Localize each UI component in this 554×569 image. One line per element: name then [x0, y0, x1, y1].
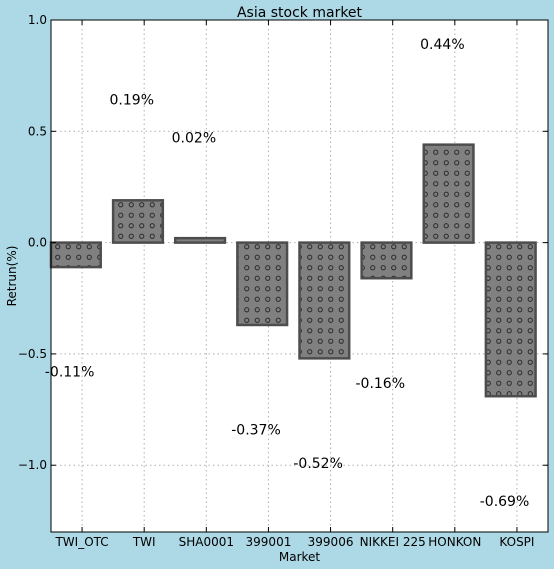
- x-tick-label: SHA0001: [179, 535, 234, 549]
- bar-hatch: [174, 236, 227, 244]
- bar-hatch: [360, 241, 413, 280]
- x-axis-label: Market: [279, 550, 321, 564]
- y-tick-label: 0.5: [28, 124, 47, 138]
- x-tick-label: TWI_OTC: [54, 535, 108, 549]
- bar-hatch: [484, 241, 537, 398]
- data-label: 0.44%: [420, 37, 464, 53]
- bar-hatch: [422, 143, 475, 244]
- data-label: -0.11%: [45, 365, 95, 381]
- bar-hatch: [298, 241, 351, 360]
- x-tick-label: KOSPI: [499, 535, 534, 549]
- data-label: -0.16%: [355, 376, 405, 392]
- bar-hatch: [111, 199, 165, 244]
- chart-title: Asia stock market: [237, 5, 363, 21]
- data-label: -0.52%: [293, 456, 343, 472]
- bar-hatch: [49, 241, 102, 269]
- y-tick-label: 1.0: [28, 13, 47, 27]
- x-tick-label: 399001: [246, 535, 292, 549]
- data-label: 0.02%: [172, 130, 216, 146]
- x-tick-label: HONKON: [428, 535, 481, 549]
- y-axis-label: Retrun(%): [5, 246, 19, 307]
- y-tick-label: 0.0: [28, 236, 47, 250]
- bar-hatch: [236, 241, 289, 327]
- data-labels: -0.11% 0.19% 0.02% -0.37% -0.52% -0.16% 0.44% -…: [45, 37, 529, 510]
- plot-frame: [50, 19, 549, 533]
- data-label: 0.19%: [110, 93, 154, 109]
- y-tick-label: −1.0: [18, 458, 47, 472]
- x-tick-label: NIKKEI 225: [360, 535, 426, 549]
- y-tick-label: −0.5: [18, 347, 47, 361]
- x-tick-label: 399006: [308, 535, 354, 549]
- x-tick-label: TWI: [132, 535, 156, 549]
- data-label: -0.37%: [231, 423, 281, 439]
- ticks: 1.0 0.5 0.0 −0.5 −1.0 TWI_OTC TWI SHA0001 399001…: [18, 13, 548, 549]
- data-label: -0.69%: [480, 494, 530, 510]
